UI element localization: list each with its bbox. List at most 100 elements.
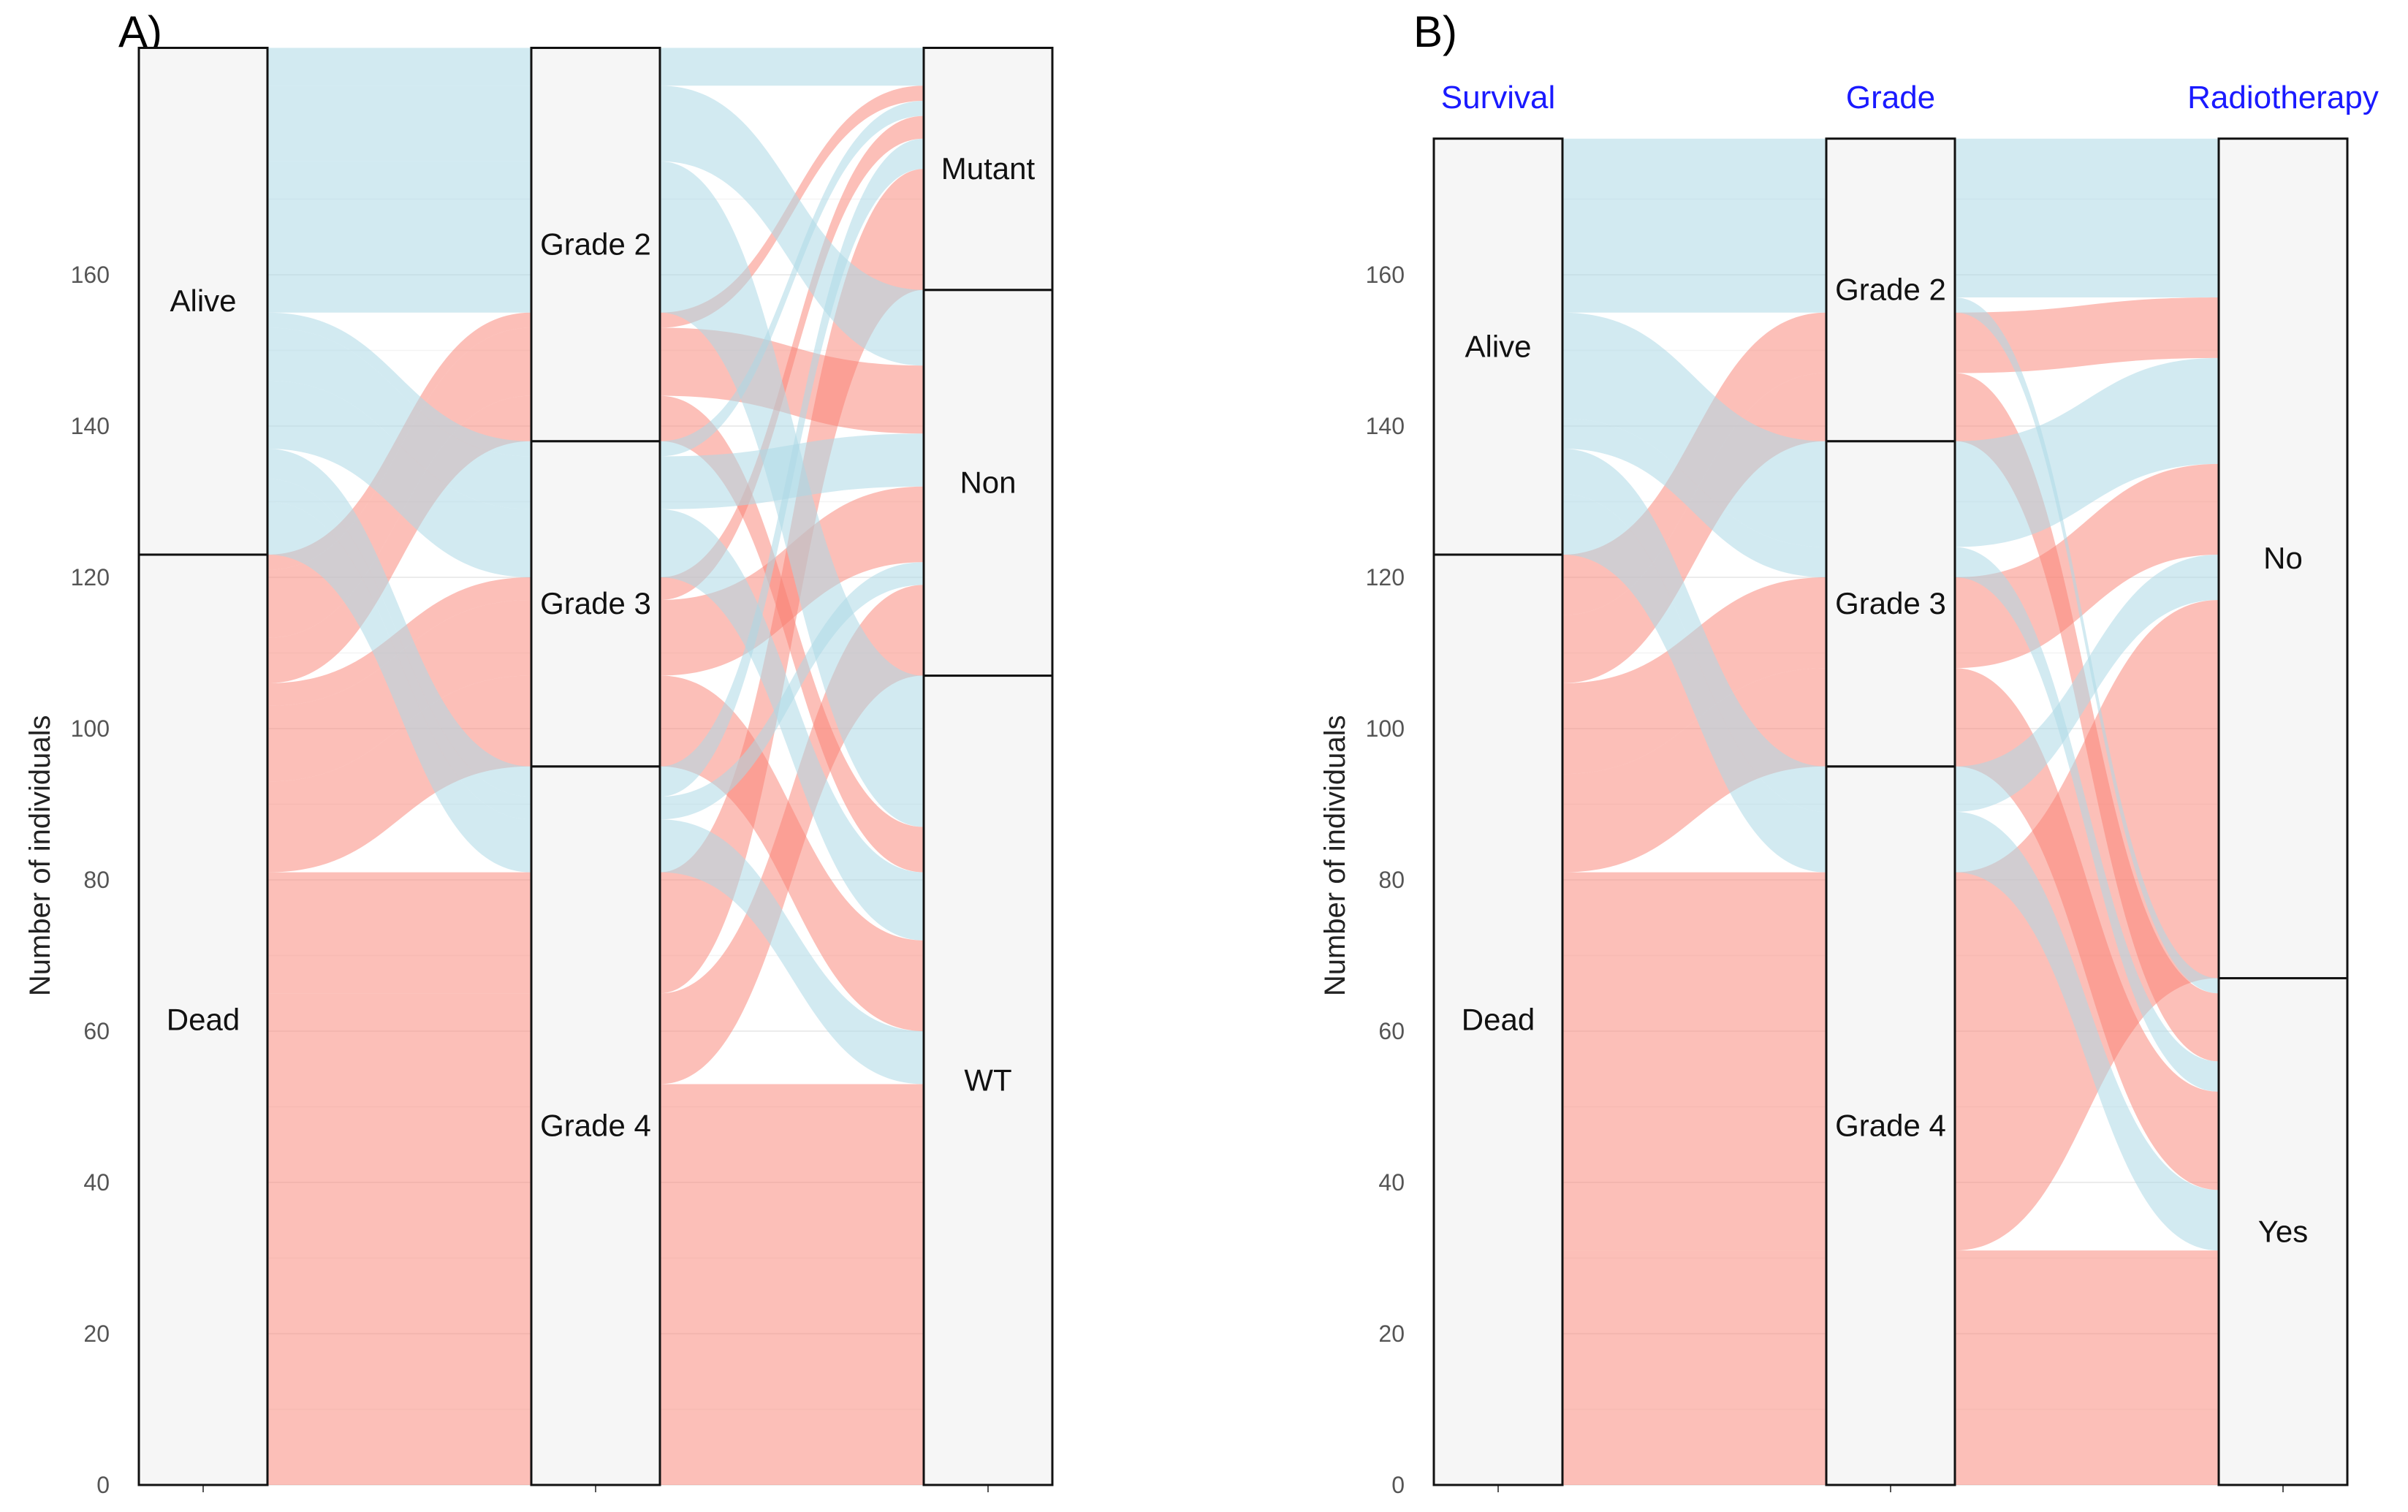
flow-dead-grade-2-wt-seg1	[267, 395, 531, 683]
flow-dead-grade-2-wt-seg2	[660, 395, 924, 873]
flow-dead-grade-4-yes-seg1	[1562, 1250, 1826, 1485]
stratum-dead	[1432, 553, 1564, 1486]
y-tick-label: 0	[1391, 1472, 1405, 1498]
stratum-label-dead: Dead	[167, 1002, 240, 1036]
stratum-label-alive: Alive	[1465, 329, 1531, 363]
flow-alive-grade-4-non-seg1	[267, 479, 531, 820]
stratum-label-grade-3: Grade 3	[540, 586, 651, 620]
y-tick-label: 140	[1366, 413, 1405, 439]
stratum-label-grade-4: Grade 4	[540, 1108, 651, 1142]
flow-alive-grade-2-non-seg1	[267, 86, 531, 162]
stratum-label-non: Non	[960, 466, 1016, 500]
axis-title-grade: Grade	[1846, 80, 1935, 115]
stratum-alive	[137, 47, 269, 556]
flow-alive-grade-3-mutant-seg2	[660, 100, 924, 457]
stratum-grade-2	[530, 47, 661, 443]
flow-alive-grade-3-no-seg1	[1562, 312, 1826, 547]
flow-alive-grade-4-wt-seg2	[660, 819, 924, 1084]
flow-dead-grade-4-no-seg1	[1562, 872, 1826, 1251]
stratum-label-wt: WT	[964, 1063, 1011, 1097]
stratum-label-grade-2: Grade 2	[1835, 273, 1946, 307]
y-tick-label: 40	[83, 1169, 110, 1196]
stratum-label-grade-2: Grade 2	[540, 227, 651, 262]
flow-alive-grade-4-wt-seg1	[267, 501, 531, 873]
flow-alive-grade-2-mutant-seg1	[267, 48, 531, 86]
stratum-label-dead: Dead	[1462, 1002, 1535, 1036]
panel-b: 0 20 40 60 80 100 120 140 160 Number of individua…	[1319, 7, 2379, 1498]
flow-dead-grade-2-yes-seg2	[1955, 373, 2219, 1062]
flow-alive-grade-3-yes-seg1	[1562, 418, 1826, 577]
panel-a: 0 20 40 60 80 100 120 140 160 Number of individua…	[24, 7, 1054, 1498]
flow-alive-grade-2-non-seg2	[660, 86, 924, 366]
stratum-grade-3	[530, 440, 661, 768]
panel-label: B)	[1413, 7, 1457, 56]
flow-alive-grade-4-yes-seg2	[1955, 811, 2219, 1251]
flow-alive-grade-4-no-seg2	[1955, 554, 2219, 812]
stratum-label-alive: Alive	[170, 284, 236, 318]
y-axis-title: Number of individuals	[1319, 715, 1351, 997]
flow-alive-grade-3-no-seg2	[1955, 357, 2219, 547]
flow-dead-grade-3-wt-seg2	[660, 675, 924, 1031]
flow-alive-grade-2-no-seg2	[1955, 138, 2219, 298]
flow-dead-grade-3-yes-seg2	[1955, 668, 2219, 1190]
stratum-grade-2	[1825, 137, 1956, 443]
flow-dead-grade-3-wt-seg1	[267, 675, 531, 873]
y-tick-label: 60	[83, 1018, 110, 1044]
flow-alive-grade-3-yes-seg2	[1955, 547, 2219, 1092]
axis-title-survival: Survival	[1441, 80, 1556, 115]
axis-title-radiotherapy: Radiotherapy	[2187, 80, 2379, 115]
stratum-mutant	[922, 47, 1054, 292]
y-tick-label: 120	[71, 564, 110, 590]
y-tick-label: 100	[71, 715, 110, 742]
flow-dead-grade-4-yes-seg2	[1955, 1250, 2219, 1485]
flow-alive-grade-2-wt-seg1	[267, 161, 531, 313]
y-tick-label: 20	[83, 1321, 110, 1347]
y-tick-label: 140	[71, 413, 110, 439]
y-tick-label: 60	[1378, 1018, 1405, 1044]
stratum-label-yes: Yes	[2258, 1214, 2309, 1248]
y-tick-label: 120	[1366, 564, 1405, 590]
flow-alive-grade-4-mutant-seg1	[267, 449, 531, 797]
flow-dead-grade-3-non-seg2	[660, 486, 924, 676]
stratum-no	[2217, 137, 2349, 980]
stratum-label-grade-3: Grade 3	[1835, 586, 1946, 620]
flow-alive-grade-2-yes-seg2	[1955, 297, 2219, 994]
stratum-label-no: No	[2263, 541, 2303, 575]
flow-alive-grade-4-yes-seg1	[1562, 494, 1826, 873]
flow-dead-grade-4-wt-seg1	[267, 1084, 531, 1485]
flow-dead-grade-3-yes-seg1	[1562, 668, 1826, 873]
y-tick-label: 0	[96, 1472, 110, 1498]
y-tick-label: 80	[1378, 867, 1405, 893]
flow-alive-grade-2-mutant-seg2	[660, 48, 924, 86]
stratum-grade-4	[530, 765, 661, 1486]
flow-dead-grade-4-mutant-seg1	[267, 872, 531, 994]
flows	[1562, 138, 2219, 1485]
flow-dead-grade-2-no-seg2	[1955, 297, 2219, 373]
flow-dead-grade-4-non-seg1	[267, 993, 531, 1084]
flows	[267, 48, 924, 1485]
stratum-label-grade-4: Grade 4	[1835, 1108, 1946, 1142]
stratum-label-mutant: Mutant	[941, 151, 1036, 186]
y-tick-label: 160	[1366, 262, 1405, 288]
flow-alive-grade-3-wt-seg2	[660, 509, 924, 941]
flow-alive-grade-3-mutant-seg1	[267, 312, 531, 457]
y-tick-label: 20	[1378, 1321, 1405, 1347]
y-tick-label: 160	[71, 262, 110, 288]
flow-alive-grade-2-yes-seg1	[1562, 297, 1826, 313]
y-tick-label: 80	[83, 867, 110, 893]
flow-alive-grade-3-non-seg1	[267, 327, 531, 509]
y-tick-label: 100	[1366, 715, 1405, 742]
stratum-alive	[1432, 137, 1564, 556]
stratum-dead	[137, 553, 269, 1486]
y-axis-title: Number of individuals	[24, 715, 56, 997]
flow-alive-grade-3-wt-seg1	[267, 380, 531, 577]
flow-dead-grade-4-wt-seg2	[660, 1084, 924, 1485]
stratum-grade-3	[1825, 440, 1956, 768]
stratum-wt	[922, 675, 1054, 1486]
stratum-grade-4	[1825, 765, 1956, 1486]
y-tick-label: 40	[1378, 1169, 1405, 1196]
flow-alive-grade-4-no-seg1	[1562, 449, 1826, 812]
flow-alive-grade-2-wt-seg2	[660, 161, 924, 827]
flow-alive-grade-2-no-seg1	[1562, 138, 1826, 298]
